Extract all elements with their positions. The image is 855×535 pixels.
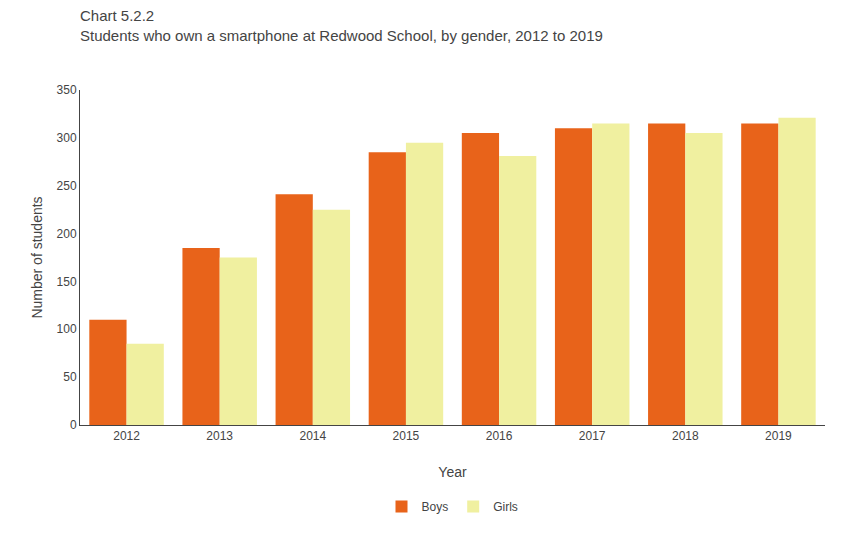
svg-text:Girls: Girls (493, 500, 518, 514)
svg-text:2015: 2015 (393, 429, 420, 443)
svg-text:2017: 2017 (579, 429, 606, 443)
svg-text:2013: 2013 (206, 429, 233, 443)
svg-text:0: 0 (70, 418, 77, 432)
svg-text:2012: 2012 (113, 429, 140, 443)
svg-text:Boys: Boys (422, 500, 449, 514)
svg-text:2019: 2019 (765, 429, 792, 443)
svg-text:200: 200 (57, 227, 77, 241)
svg-text:2014: 2014 (299, 429, 326, 443)
svg-text:2016: 2016 (486, 429, 513, 443)
svg-text:350: 350 (57, 83, 77, 97)
svg-text:50: 50 (63, 370, 77, 384)
svg-text:150: 150 (57, 275, 77, 289)
svg-text:100: 100 (57, 322, 77, 336)
svg-text:300: 300 (57, 131, 77, 145)
svg-text:250: 250 (57, 179, 77, 193)
svg-text:Year: Year (438, 464, 467, 480)
svg-text:Number of students: Number of students (29, 196, 45, 318)
svg-text:2018: 2018 (672, 429, 699, 443)
svg-text:Chart 5.2.2Students who own a: Chart 5.2.2Students who own a smartphone… (80, 7, 603, 44)
